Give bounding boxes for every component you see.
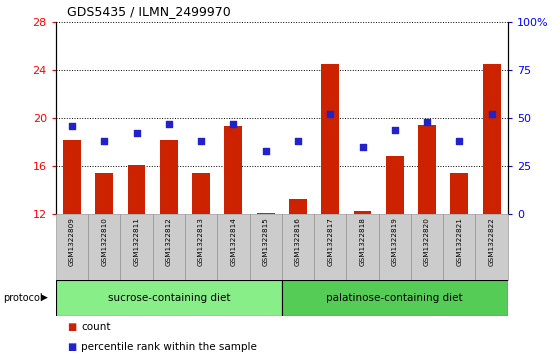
Text: GSM1322821: GSM1322821 [456,217,463,266]
Text: percentile rank within the sample: percentile rank within the sample [81,342,257,352]
Point [294,138,302,144]
Bar [224,126,242,214]
Bar [88,214,121,280]
Point [326,111,335,117]
Bar [411,214,443,280]
Point [165,121,174,127]
Text: GSM1322815: GSM1322815 [263,217,268,266]
Bar [289,199,307,214]
Text: ■: ■ [67,342,76,352]
Bar [192,173,210,214]
Text: GSM1322811: GSM1322811 [133,217,140,266]
Point [487,111,496,117]
Point [391,127,400,132]
Bar [483,64,501,214]
Bar [475,214,508,280]
Point [455,138,464,144]
Bar [56,214,88,280]
Bar [321,64,339,214]
Text: sucrose-containing diet: sucrose-containing diet [108,293,230,303]
Bar [257,213,275,214]
Bar [379,214,411,280]
Point [132,130,141,136]
Text: GSM1322810: GSM1322810 [101,217,107,266]
Bar [128,165,146,214]
Text: ■: ■ [67,322,76,332]
Text: GDS5435 / ILMN_2499970: GDS5435 / ILMN_2499970 [67,5,230,18]
Text: GSM1322816: GSM1322816 [295,217,301,266]
Text: count: count [81,322,110,332]
Text: GSM1322809: GSM1322809 [69,217,75,266]
Text: GSM1322812: GSM1322812 [166,217,172,266]
Bar [217,214,249,280]
Bar [249,214,282,280]
Point [261,148,270,154]
Text: GSM1322817: GSM1322817 [327,217,333,266]
Bar [443,214,475,280]
Bar [386,156,403,214]
Bar [418,125,436,214]
Bar [282,214,314,280]
Text: GSM1322819: GSM1322819 [392,217,398,266]
Bar [153,214,185,280]
Point [422,119,431,125]
Text: GSM1322822: GSM1322822 [489,217,494,266]
Text: ▶: ▶ [41,293,47,302]
Text: protocol: protocol [3,293,42,303]
Point [196,138,205,144]
Bar [95,173,113,214]
Point [358,144,367,150]
Bar [314,214,347,280]
Text: GSM1322818: GSM1322818 [359,217,365,266]
Bar [63,140,81,214]
Bar [56,280,282,316]
Point [100,138,109,144]
Text: palatinose-containing diet: palatinose-containing diet [326,293,463,303]
Text: GSM1322813: GSM1322813 [198,217,204,266]
Bar [347,214,379,280]
Bar [160,140,177,214]
Bar [185,214,217,280]
Point [68,123,76,129]
Text: GSM1322814: GSM1322814 [230,217,237,266]
Point [229,121,238,127]
Bar [354,211,372,214]
Text: GSM1322820: GSM1322820 [424,217,430,266]
Bar [121,214,153,280]
Bar [450,173,468,214]
Bar [282,280,508,316]
